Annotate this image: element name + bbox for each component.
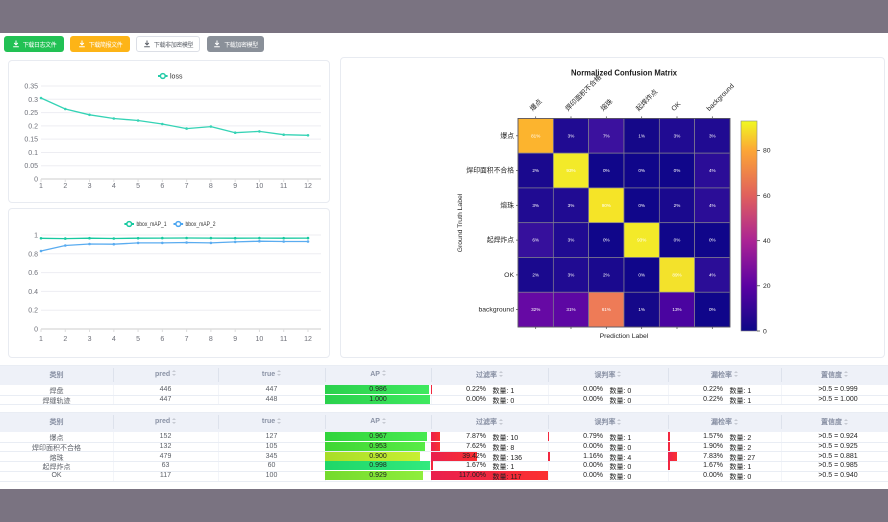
svg-text:8: 8: [209, 336, 213, 343]
svg-text:Normalized Confusion Matrix: Normalized Confusion Matrix: [571, 69, 678, 78]
svg-text:起焊炸点: 起焊炸点: [634, 87, 660, 113]
svg-text:2: 2: [63, 183, 67, 190]
svg-text:6%: 6%: [532, 238, 539, 243]
svg-text:0.1: 0.1: [28, 150, 38, 157]
svg-text:2%: 2%: [532, 272, 539, 277]
svg-text:焊印面积不合格: 焊印面积不合格: [466, 166, 514, 175]
svg-text:0.15: 0.15: [24, 137, 38, 144]
svg-text:5: 5: [136, 336, 140, 343]
svg-text:焊印面积不合格: 焊印面积不合格: [563, 73, 603, 113]
svg-text:4: 4: [112, 183, 116, 190]
svg-text:9: 9: [233, 183, 237, 190]
svg-text:32%: 32%: [531, 307, 540, 312]
svg-text:11: 11: [280, 183, 287, 190]
svg-text:2: 2: [63, 336, 67, 343]
svg-text:loss: loss: [170, 74, 183, 81]
svg-text:93%: 93%: [566, 168, 575, 173]
svg-text:6: 6: [160, 336, 164, 343]
svg-text:0.25: 0.25: [24, 110, 38, 117]
svg-text:6: 6: [160, 183, 164, 190]
svg-text:12: 12: [304, 336, 312, 343]
svg-text:4: 4: [112, 336, 116, 343]
svg-text:8: 8: [209, 183, 213, 190]
svg-text:bbox_mAP_1: bbox_mAP_1: [137, 221, 167, 228]
svg-text:1: 1: [34, 233, 38, 240]
svg-text:0.4: 0.4: [28, 289, 38, 296]
svg-text:1%: 1%: [638, 307, 645, 312]
svg-text:爆点: 爆点: [500, 131, 514, 140]
svg-text:起焊炸点: 起焊炸点: [487, 235, 514, 244]
svg-text:0.2: 0.2: [28, 123, 38, 130]
svg-text:background: background: [478, 307, 514, 314]
svg-text:0: 0: [34, 177, 38, 184]
svg-text:9: 9: [233, 336, 237, 343]
svg-text:20: 20: [763, 283, 771, 290]
svg-text:3: 3: [88, 183, 92, 190]
svg-text:3%: 3%: [709, 133, 716, 138]
svg-text:3%: 3%: [568, 272, 575, 277]
svg-text:5: 5: [136, 183, 140, 190]
svg-text:熔珠: 熔珠: [500, 200, 514, 209]
svg-text:1: 1: [39, 336, 43, 343]
svg-text:0: 0: [34, 327, 38, 334]
svg-text:7: 7: [185, 183, 189, 190]
svg-text:93%: 93%: [637, 238, 646, 243]
svg-text:OK: OK: [670, 101, 682, 113]
svg-text:89%: 89%: [672, 272, 681, 277]
svg-text:0.8: 0.8: [28, 251, 38, 258]
svg-text:1%: 1%: [638, 133, 645, 138]
svg-text:0%: 0%: [603, 238, 610, 243]
svg-text:40: 40: [763, 238, 771, 245]
svg-text:0%: 0%: [638, 272, 645, 277]
svg-text:0%: 0%: [674, 238, 681, 243]
svg-text:3%: 3%: [568, 133, 575, 138]
svg-text:0.2: 0.2: [28, 308, 38, 315]
svg-text:1: 1: [39, 183, 43, 190]
svg-text:3%: 3%: [568, 203, 575, 208]
svg-text:0%: 0%: [674, 168, 681, 173]
svg-text:61%: 61%: [602, 307, 611, 312]
svg-text:60: 60: [763, 193, 771, 200]
svg-text:Ground Truth Label: Ground Truth Label: [457, 193, 464, 252]
svg-text:0%: 0%: [638, 203, 645, 208]
svg-text:3%: 3%: [674, 133, 681, 138]
svg-text:7%: 7%: [603, 133, 610, 138]
svg-text:background: background: [706, 83, 736, 113]
svg-text:0%: 0%: [709, 307, 716, 312]
svg-text:2%: 2%: [603, 272, 610, 277]
svg-text:90%: 90%: [602, 203, 611, 208]
svg-text:10: 10: [256, 183, 264, 190]
svg-text:0.05: 0.05: [24, 163, 38, 170]
svg-text:0%: 0%: [603, 168, 610, 173]
svg-text:0%: 0%: [709, 238, 716, 243]
svg-text:81%: 81%: [531, 133, 540, 138]
svg-text:3%: 3%: [568, 238, 575, 243]
svg-text:熔珠: 熔珠: [598, 97, 614, 113]
svg-text:2%: 2%: [532, 168, 539, 173]
svg-text:0.35: 0.35: [24, 84, 38, 91]
svg-text:bbox_mAP_2: bbox_mAP_2: [186, 221, 216, 228]
svg-text:Prediction Label: Prediction Label: [600, 333, 649, 340]
svg-text:11: 11: [280, 336, 287, 343]
svg-text:13%: 13%: [672, 307, 681, 312]
svg-text:0: 0: [763, 328, 767, 335]
svg-text:0.3: 0.3: [28, 97, 38, 104]
svg-text:3: 3: [88, 336, 92, 343]
svg-text:0%: 0%: [638, 168, 645, 173]
svg-text:10: 10: [256, 336, 264, 343]
svg-text:2%: 2%: [674, 203, 681, 208]
svg-text:爆点: 爆点: [528, 97, 544, 113]
svg-text:80: 80: [763, 148, 771, 155]
svg-text:4%: 4%: [709, 168, 716, 173]
svg-text:3%: 3%: [532, 203, 539, 208]
svg-text:4%: 4%: [709, 203, 716, 208]
svg-text:12: 12: [304, 183, 312, 190]
svg-text:31%: 31%: [566, 307, 575, 312]
svg-text:7: 7: [185, 336, 189, 343]
svg-text:4%: 4%: [709, 272, 716, 277]
svg-text:0.6: 0.6: [28, 270, 38, 277]
svg-text:OK: OK: [504, 272, 514, 279]
